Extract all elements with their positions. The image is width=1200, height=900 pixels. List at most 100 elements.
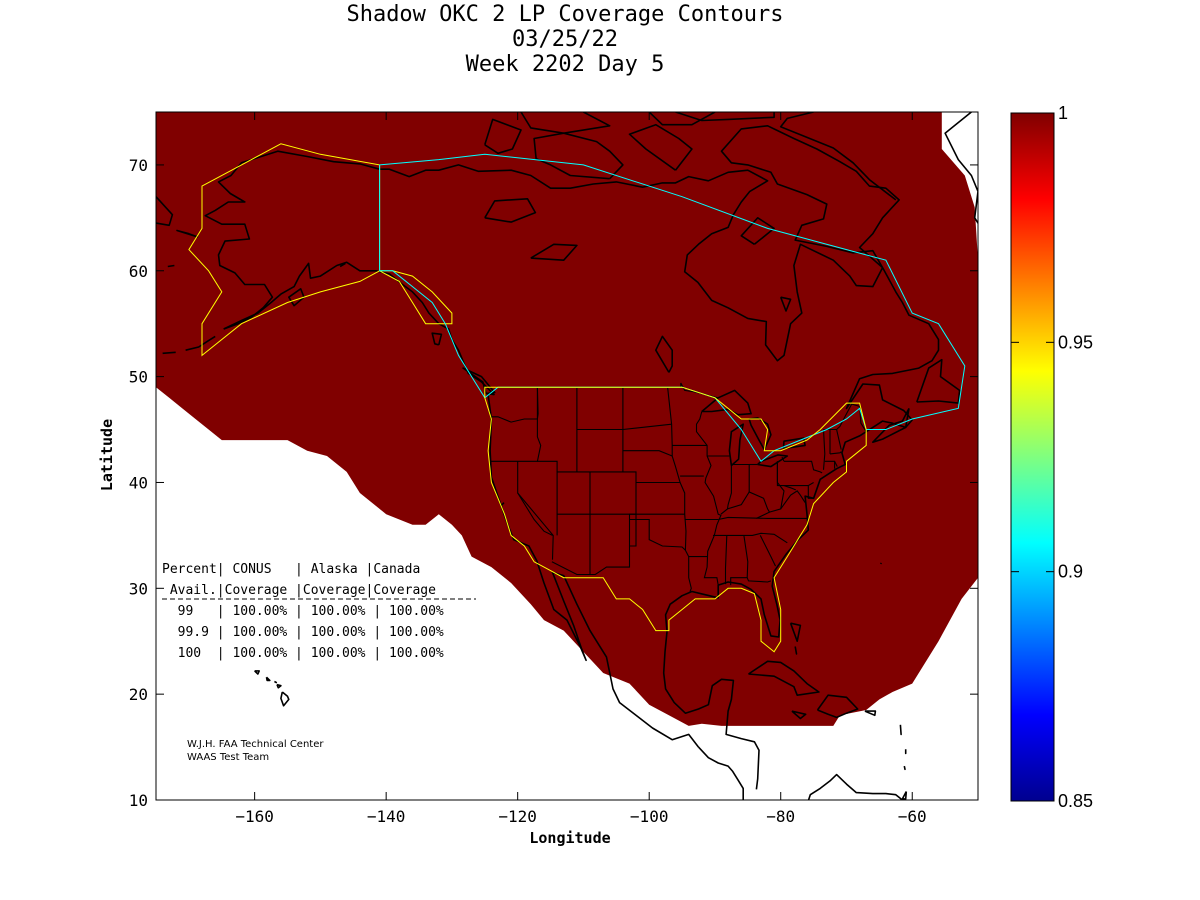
coverage-region [156, 112, 978, 726]
x-tick-label: −100 [630, 807, 669, 826]
coastline-segment [748, 660, 820, 696]
table-row-99-9: 99.9 | 100.00% | 100.00% | 100.00% [162, 625, 444, 640]
y-tick-label: 60 [129, 262, 148, 281]
colorbar: 0.85 0.9 0.95 1 [1010, 103, 1093, 811]
chart-week-day: Week 2202 Day 5 [465, 52, 665, 77]
y-axis-label: Latitude [98, 419, 116, 491]
coastline-segment [794, 646, 798, 655]
state-border-segment [517, 492, 553, 536]
x-tick-label: −140 [367, 807, 406, 826]
state-border-segment [718, 516, 808, 521]
coastline-segment [500, 502, 505, 507]
coastline-segment [782, 437, 806, 450]
coastline-segment [484, 118, 522, 155]
coastline-segment [903, 765, 906, 771]
colorbar-gradient [1010, 112, 1055, 802]
x-tick-label: −160 [235, 807, 274, 826]
coastline-segment [204, 150, 884, 362]
coastline-segment [162, 351, 176, 355]
plot-frame [155, 111, 979, 801]
conus-boundary [484, 386, 867, 653]
state-border-segment [551, 471, 637, 576]
credit-text: W.J.H. FAA Technical Center WAAS Test Te… [187, 739, 324, 763]
coastline-segment [816, 694, 859, 719]
state-border-segment [756, 511, 770, 519]
state-border-segment [776, 461, 814, 487]
coastline-segment [916, 358, 961, 404]
state-border-segment [622, 423, 672, 431]
coastline-segment [176, 229, 199, 238]
coastline-segment [879, 562, 883, 565]
coastline-segment [156, 196, 174, 227]
coastline-segment [431, 332, 443, 346]
state-border-segment [822, 429, 826, 470]
x-axis-label: Longitude [529, 829, 610, 847]
coastline-segment [484, 198, 537, 223]
state-border-segment [780, 490, 806, 510]
x-tick-label: −120 [498, 807, 537, 826]
credit-line-1: W.J.H. FAA Technical Center [187, 739, 324, 750]
coastline-segment [254, 670, 260, 675]
canada-boundary [379, 153, 966, 463]
state-border-segment [783, 485, 797, 491]
state-border-segment [490, 416, 538, 423]
state-border-segment [836, 429, 842, 450]
coastline-segment [740, 217, 775, 245]
y-tick-label: 20 [129, 685, 148, 704]
colorbar-ticks: 0.85 0.9 0.95 1 [1011, 103, 1093, 811]
availability-table: Percent| CONUS | Alaska |Canada Avail.|C… [162, 562, 476, 661]
state-border-segment [823, 403, 867, 432]
coastline-segment [779, 296, 792, 312]
state-border-segment [724, 535, 728, 585]
state-border-segment [622, 450, 673, 457]
state-border-segment [781, 456, 785, 462]
y-tick-label: 70 [129, 156, 148, 175]
state-border-segment [829, 451, 842, 455]
table-row-100: 100 | 100.00% | 100.00% | 100.00% [162, 646, 444, 661]
state-border-segment [726, 464, 732, 509]
coastline-segment [520, 112, 611, 134]
coastline-segment [167, 264, 175, 268]
table-header-2: Avail.|Coverage |Coverage|Coverage [162, 583, 436, 598]
coastline-segment [265, 676, 271, 682]
coastline-segment [339, 262, 346, 268]
state-border-segment [629, 514, 637, 547]
coastline-segment [757, 454, 789, 468]
coastline-segment [899, 724, 902, 736]
y-tick-label: 30 [129, 579, 148, 598]
state-border-segment [490, 387, 542, 462]
coastline-segment [280, 691, 290, 707]
coastline-segment [628, 123, 693, 171]
coastline-segment [530, 243, 578, 261]
state-border-segment [517, 461, 554, 560]
coastline-segment [864, 710, 877, 717]
x-tick-label: −60 [898, 807, 927, 826]
coastline-segment [664, 267, 940, 638]
coastline-segment [728, 423, 744, 467]
state-border-segment [720, 461, 785, 515]
state-border-segment [556, 387, 578, 536]
state-border-segment [688, 556, 692, 592]
y-tick-label: 50 [129, 368, 148, 387]
coastline-segment [533, 132, 624, 180]
coastline-segment [701, 389, 752, 416]
plot-area: −160 −140 −120 −100 −80 −60 10 20 30 40 50 60 70 [129, 111, 979, 826]
coastline-segment [276, 683, 282, 689]
coastline-segment [648, 112, 716, 126]
colorbar-tick-label: 1 [1058, 103, 1068, 123]
coastline-segment [791, 710, 807, 720]
coastline-segment [720, 125, 900, 269]
coastline-segment [944, 112, 978, 225]
chart-title: Shadow OKC 2 LP Coverage Contours [346, 2, 784, 27]
region-boundaries [188, 143, 966, 653]
table-row-99: 99 | 100.00% | 100.00% | 100.00% [162, 604, 444, 619]
state-border-segment [667, 387, 687, 551]
coastline-segment [872, 408, 910, 443]
state-border-segment [807, 485, 814, 499]
y-tick-label: 40 [129, 473, 148, 492]
coastline-segment [185, 335, 216, 351]
coastline-segment [697, 746, 903, 800]
alaska-boundary [188, 143, 453, 357]
coastline-segment [655, 335, 673, 373]
